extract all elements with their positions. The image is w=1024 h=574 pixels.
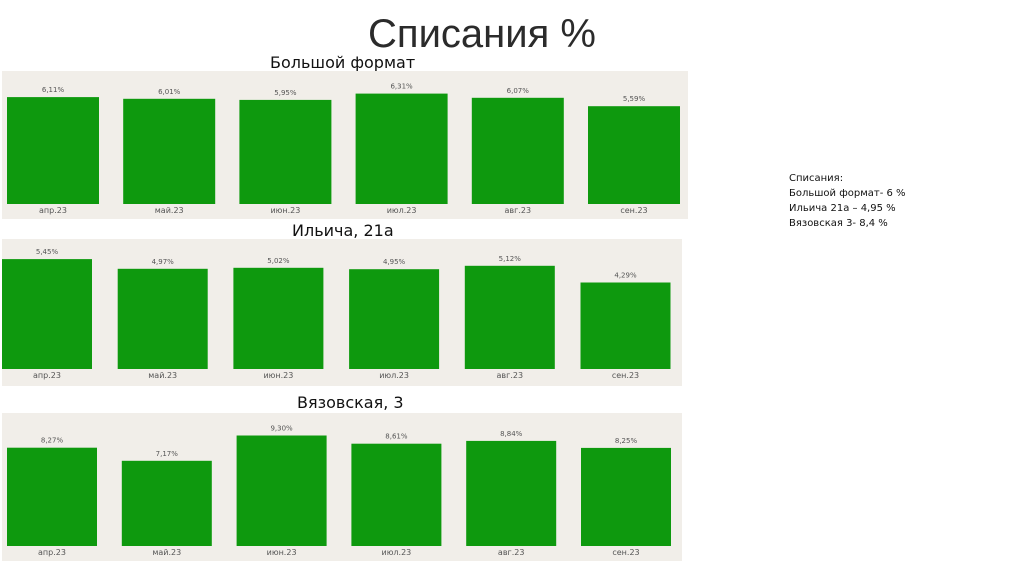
bar-май.23 — [117, 268, 208, 369]
chart-vyazovskaya: 8,27% апр.23 7,17% май.23 9,30% июн.23 8,61% ию… — [7, 425, 671, 557]
category-label-май.23: май.23 — [148, 371, 177, 380]
category-label-авг.23: авг.23 — [498, 548, 525, 557]
bar-июн.23 — [239, 99, 332, 204]
category-label-сен.23: сен.23 — [612, 548, 639, 557]
category-label-июн.23: июн.23 — [270, 206, 300, 215]
chart-title-vyazovskaya: Вязовская, 3 — [297, 393, 404, 412]
chart-panel-ilicha: 5,45% апр.23 4,97% май.23 5,02% июн.23 4,95% ию… — [2, 239, 682, 386]
notes-line-vyazovskaya: Вязовская 3- 8,4 % — [789, 218, 888, 229]
data-label-сен.23: 4,29% — [614, 272, 637, 280]
category-label-сен.23: сен.23 — [612, 371, 639, 380]
chart-title-bolshoy-format: Большой формат — [270, 53, 416, 72]
category-label-июл.23: июл.23 — [382, 548, 412, 557]
category-label-сен.23: сен.23 — [620, 206, 647, 215]
data-label-май.23: 7,17% — [156, 450, 179, 458]
data-label-авг.23: 5,12% — [499, 255, 522, 263]
category-label-авг.23: авг.23 — [497, 371, 524, 380]
data-label-сен.23: 8,25% — [615, 437, 638, 445]
chart-panel-bolshoy-format: 6,11% апр.23 6,01% май.23 5,95% июн.23 6,31% ию… — [2, 71, 688, 219]
chart-title-ilicha: Ильича, 21а — [292, 221, 394, 240]
data-label-май.23: 4,97% — [152, 258, 175, 266]
data-label-авг.23: 8,84% — [500, 430, 523, 438]
category-label-апр.23: апр.23 — [38, 548, 66, 557]
data-label-июл.23: 6,31% — [390, 83, 413, 91]
bar-май.23 — [121, 460, 212, 546]
bar-сен.23 — [581, 447, 671, 546]
bar-июл.23 — [349, 269, 440, 369]
bar-май.23 — [123, 98, 216, 204]
notes-heading: Списания: — [789, 173, 844, 184]
data-label-июл.23: 4,95% — [383, 258, 406, 266]
category-label-июн.23: июн.23 — [267, 548, 297, 557]
notes-box: Списания: Большой формат- 6 % Ильича 21а… — [789, 171, 906, 231]
data-label-авг.23: 6,07% — [507, 87, 530, 95]
bar-июн.23 — [233, 267, 324, 369]
notes-line-ilicha: Ильича 21а – 4,95 % — [789, 203, 896, 214]
data-label-июл.23: 8,61% — [385, 433, 408, 441]
notes-line-bolshoy-format: Большой формат- 6 % — [789, 188, 906, 199]
bar-июл.23 — [355, 93, 448, 204]
bar-авг.23 — [466, 440, 557, 546]
bar-июл.23 — [351, 443, 442, 546]
category-label-июл.23: июл.23 — [387, 206, 417, 215]
category-label-май.23: май.23 — [155, 206, 184, 215]
page-title: Списания % — [368, 12, 596, 56]
category-label-апр.23: апр.23 — [33, 371, 61, 380]
bar-июн.23 — [236, 435, 327, 546]
data-label-апр.23: 5,45% — [36, 248, 59, 256]
category-label-авг.23: авг.23 — [505, 206, 532, 215]
chart-bolshoy-format: 6,11% апр.23 6,01% май.23 5,95% июн.23 6,31% ию… — [7, 83, 680, 215]
data-label-май.23: 6,01% — [158, 88, 181, 96]
category-label-июл.23: июл.23 — [379, 371, 409, 380]
data-label-апр.23: 8,27% — [41, 437, 64, 445]
data-label-июн.23: 9,30% — [270, 425, 293, 433]
bar-апр.23 — [7, 447, 97, 546]
category-label-май.23: май.23 — [152, 548, 181, 557]
bar-апр.23 — [2, 259, 92, 369]
bar-сен.23 — [588, 106, 680, 204]
data-label-апр.23: 6,11% — [42, 86, 65, 94]
data-label-сен.23: 5,59% — [623, 95, 646, 103]
bar-сен.23 — [580, 282, 671, 369]
category-label-апр.23: апр.23 — [39, 206, 67, 215]
chart-ilicha: 5,45% апр.23 4,97% май.23 5,02% июн.23 4,95% ию… — [2, 248, 671, 380]
bar-апр.23 — [7, 97, 99, 204]
bar-авг.23 — [464, 265, 555, 369]
data-label-июн.23: 5,02% — [267, 257, 290, 265]
category-label-июн.23: июн.23 — [263, 371, 293, 380]
bar-авг.23 — [471, 97, 564, 204]
chart-panel-vyazovskaya: 8,27% апр.23 7,17% май.23 9,30% июн.23 8,61% ию… — [2, 413, 682, 561]
data-label-июн.23: 5,95% — [274, 89, 297, 97]
